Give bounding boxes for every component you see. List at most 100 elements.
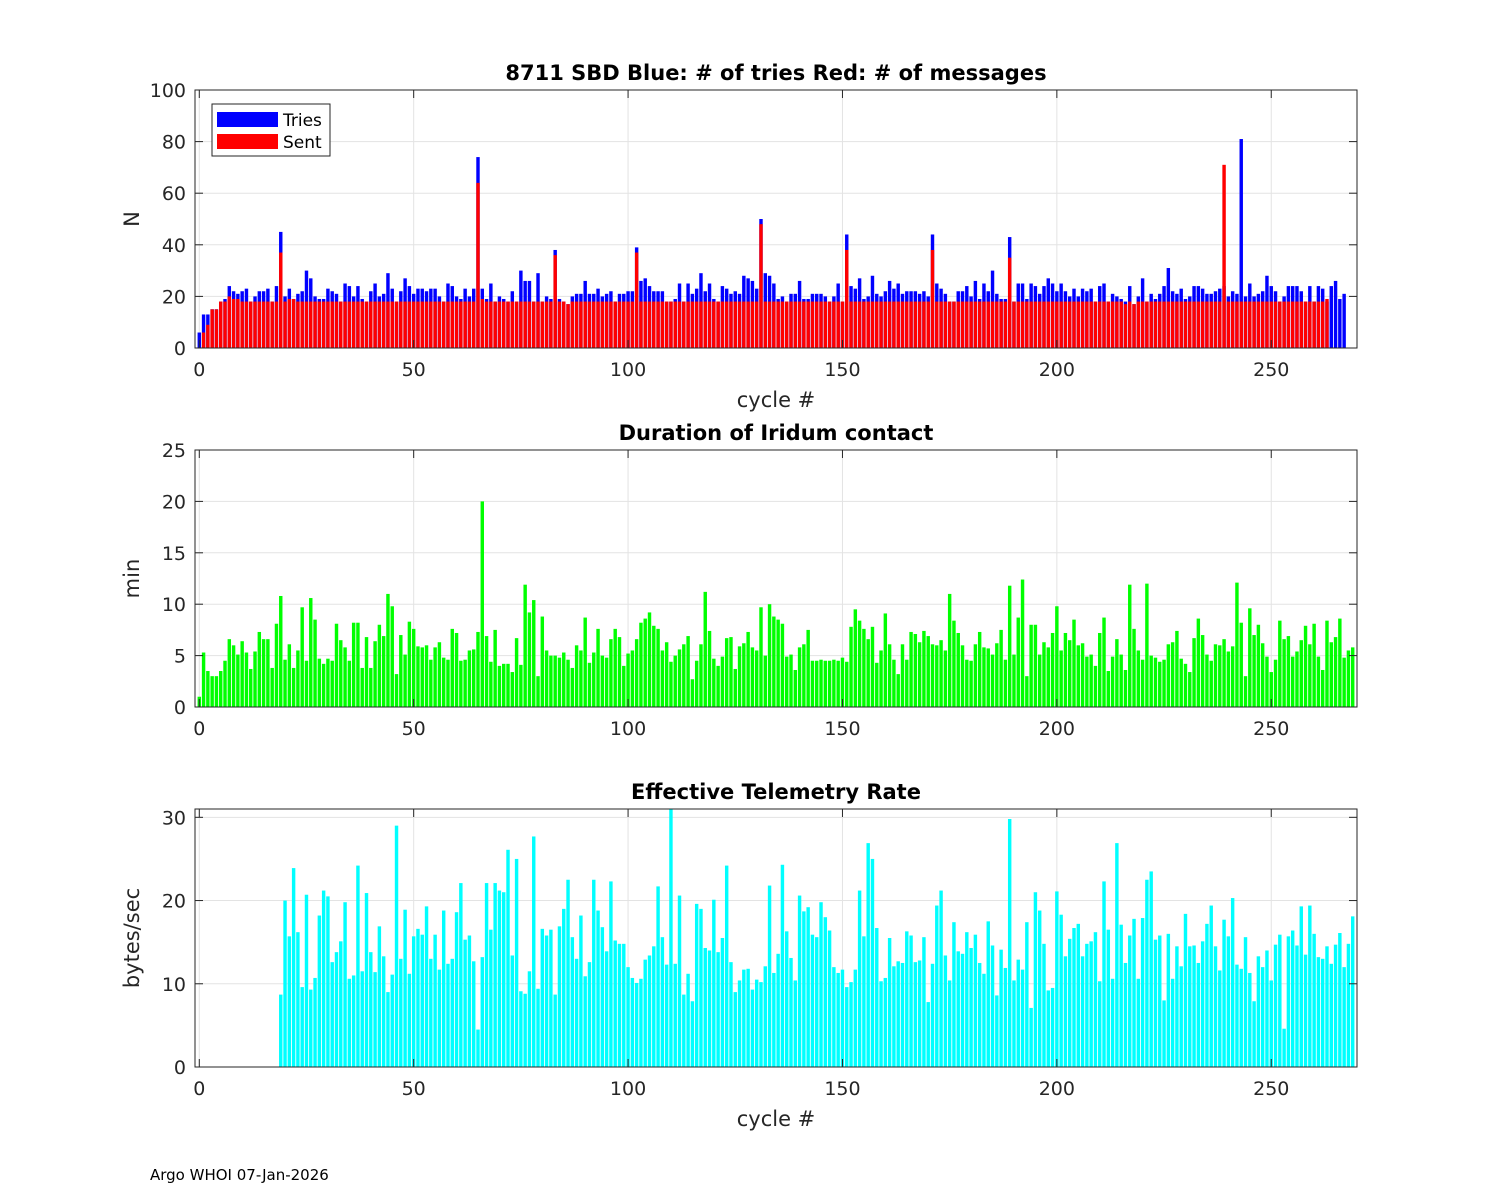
bar <box>429 659 433 707</box>
bar <box>287 644 292 707</box>
x-tick-label: 150 <box>824 359 860 381</box>
bar-sent <box>1200 301 1205 348</box>
bar <box>982 647 986 707</box>
bar <box>1205 654 1209 707</box>
bar <box>1243 676 1248 707</box>
bar <box>1158 661 1162 707</box>
bar <box>1093 932 1098 1067</box>
bar <box>1110 978 1115 1067</box>
bar-sent <box>1128 301 1132 348</box>
bar <box>1068 938 1072 1067</box>
bar-sent <box>1213 301 1218 348</box>
bar-sent <box>1192 301 1196 348</box>
bar <box>862 628 866 707</box>
bar <box>694 660 699 707</box>
y-axis-label: N <box>120 211 144 227</box>
bar-sent <box>279 252 283 348</box>
bar <box>922 630 926 707</box>
bar <box>459 883 463 1067</box>
bar <box>1269 980 1273 1067</box>
bar <box>441 657 446 707</box>
bar <box>982 973 986 1067</box>
bar <box>373 972 377 1067</box>
bar <box>1188 672 1192 707</box>
bar <box>1239 968 1243 1067</box>
bar-sent <box>592 301 596 348</box>
bar <box>965 659 969 707</box>
bar <box>420 934 424 1067</box>
bar <box>514 858 519 1067</box>
bar <box>853 969 858 1067</box>
bar <box>480 957 484 1067</box>
bar <box>266 639 270 707</box>
bar <box>1085 656 1089 707</box>
bar <box>339 941 343 1067</box>
bar <box>866 843 870 1067</box>
bar <box>403 909 407 1067</box>
bar-sent <box>270 301 274 348</box>
bar-sent <box>1239 301 1243 348</box>
bar-sent <box>664 301 669 348</box>
bar-sent <box>326 301 330 348</box>
bar-sent <box>686 301 690 348</box>
bar <box>562 908 566 1067</box>
bar <box>986 921 990 1067</box>
axes-box <box>194 449 1358 708</box>
bar <box>304 660 309 707</box>
bar <box>377 926 382 1067</box>
bar-sent <box>896 301 900 348</box>
bar-sent <box>1256 301 1261 348</box>
bar <box>879 981 883 1067</box>
bar-sent <box>853 301 858 348</box>
bar-sent <box>729 301 733 348</box>
bar-sent <box>210 309 214 348</box>
bar-sent <box>476 182 480 348</box>
bar-sent <box>1312 301 1316 348</box>
bar <box>592 879 596 1067</box>
bar <box>780 864 785 1067</box>
bar <box>1145 583 1149 707</box>
bar <box>574 958 579 1067</box>
bar-sent <box>647 301 652 348</box>
bar <box>570 667 575 707</box>
bar <box>549 655 553 707</box>
bar <box>656 886 660 1067</box>
bar <box>1278 620 1282 707</box>
bar-sent <box>330 301 334 348</box>
bar <box>583 976 587 1067</box>
bar-sent <box>1115 301 1119 348</box>
bar <box>617 637 622 707</box>
bar <box>523 584 527 707</box>
bar-sent <box>707 301 712 348</box>
bar-sent <box>557 301 562 348</box>
bar <box>1020 969 1025 1067</box>
bar <box>1059 914 1063 1067</box>
bar <box>960 645 965 707</box>
bar-sent <box>343 301 347 348</box>
bar-sent <box>206 324 210 348</box>
bar <box>1166 933 1171 1067</box>
bar-sent <box>750 301 755 348</box>
bar <box>1192 945 1196 1067</box>
bar-tries <box>201 314 206 348</box>
bar <box>390 606 394 707</box>
bar <box>1235 582 1239 707</box>
bar <box>849 626 853 707</box>
bar-sent <box>377 301 382 348</box>
bar <box>887 938 892 1067</box>
bar <box>793 669 798 707</box>
bar-sent <box>917 301 922 348</box>
bar-sent <box>467 301 472 348</box>
bar <box>497 890 502 1067</box>
bar <box>879 650 883 707</box>
bar-sent <box>231 298 236 348</box>
bar <box>1140 659 1145 707</box>
y-tick-label: 10 <box>162 974 186 996</box>
bar-sent <box>227 296 232 348</box>
bar <box>630 650 635 707</box>
bar-sent <box>347 301 352 348</box>
bar <box>377 624 382 707</box>
bar <box>579 915 583 1067</box>
bar-sent <box>1076 301 1081 348</box>
axes-box <box>194 808 1358 1068</box>
